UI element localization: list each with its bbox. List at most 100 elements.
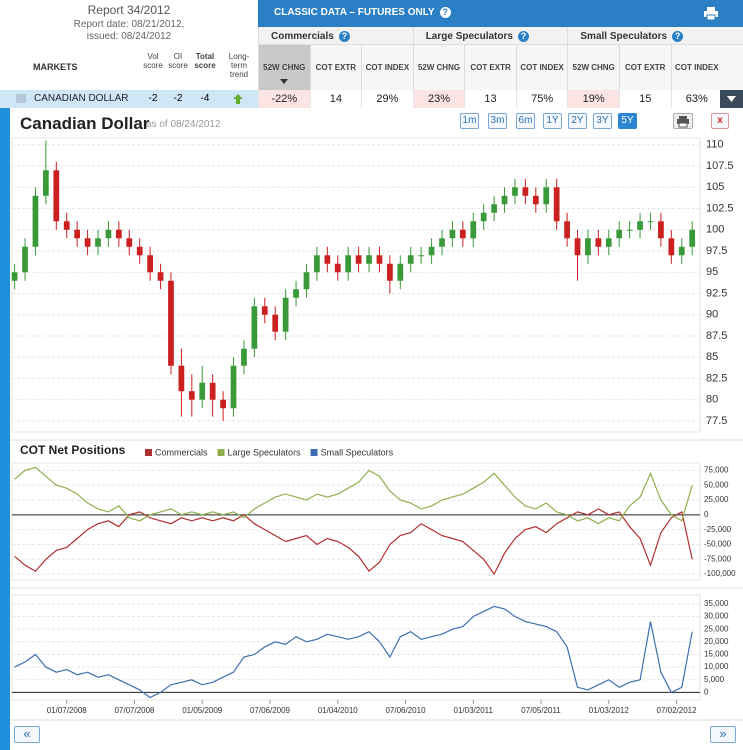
candle-body	[355, 255, 362, 264]
candle-body	[178, 365, 185, 392]
range-button[interactable]: 6m	[516, 113, 535, 129]
y-tick-label: 50,000	[704, 480, 729, 489]
sort-arrow	[279, 79, 288, 84]
help-icon[interactable]: ?	[517, 31, 529, 42]
candle-body	[11, 272, 18, 281]
as-of: as of 08/24/2012	[146, 119, 221, 130]
value-cell: 13	[464, 90, 516, 108]
candle-body	[543, 187, 550, 205]
value-cell: 14	[309, 90, 362, 108]
side-strip	[0, 108, 10, 750]
candle-body	[564, 221, 570, 239]
group-label: Large Speculators	[425, 31, 513, 42]
y-tick-label: 77.5	[706, 415, 727, 427]
print-icon[interactable]	[704, 7, 718, 20]
y-tick-label: 20,000	[704, 637, 729, 646]
candle-body	[199, 382, 206, 400]
range-button[interactable]: 3Y	[593, 113, 612, 129]
print-button[interactable]	[673, 113, 693, 129]
y-tick-label: 15,000	[704, 650, 729, 659]
vol-header: Vol score	[143, 52, 163, 70]
candle-body	[689, 229, 696, 247]
y-tick-label: 85	[706, 351, 718, 363]
y-tick-label: 97.5	[706, 245, 727, 257]
candle-body	[251, 306, 258, 349]
close-button[interactable]: x	[711, 113, 729, 129]
candle-body	[261, 306, 268, 315]
candle-body	[115, 229, 122, 239]
candle-body	[439, 238, 445, 247]
column-header: COT EXTR	[618, 45, 671, 90]
candle-body	[84, 238, 91, 247]
range-button[interactable]: 3m	[488, 113, 507, 129]
x-tick-label: 01/05/2009	[182, 706, 223, 715]
column-header: COT EXTR	[464, 45, 516, 90]
column-header: 52W CHNG	[412, 45, 465, 90]
column-header: COT INDEX	[361, 45, 413, 90]
total-score: -4	[200, 93, 210, 104]
candle-body	[95, 238, 101, 247]
candle-body	[668, 238, 675, 256]
y-tick-label: -100,000	[704, 569, 736, 578]
group-header: Large Speculators?	[412, 27, 568, 45]
candle-body	[272, 314, 279, 332]
candle-body	[501, 195, 508, 205]
candle-body	[491, 204, 497, 213]
candle-body	[678, 246, 685, 256]
help-icon[interactable]: ?	[338, 31, 350, 42]
market-row: CANADIAN DOLLAR -2 -2 -4	[0, 90, 258, 108]
candle-body	[605, 238, 612, 247]
candle-body	[147, 255, 153, 273]
x-tick-label: 07/02/2012	[657, 706, 698, 715]
range-button[interactable]: 2Y	[568, 113, 587, 129]
value-cell: 29%	[361, 90, 413, 108]
classic-bar: CLASSIC DATA – FUTURES ONLY?	[258, 0, 743, 27]
legend-label: Large Speculators	[228, 447, 302, 457]
help-icon[interactable]: ?	[672, 31, 684, 42]
candle-body	[220, 399, 226, 409]
candle-body	[43, 170, 49, 196]
group-label: Commercials	[271, 31, 334, 42]
column-header: COT INDEX	[515, 45, 568, 90]
prev-button[interactable]: «	[14, 726, 40, 743]
next-button[interactable]: »	[710, 726, 736, 743]
candle-body	[522, 187, 529, 196]
candle-body	[616, 229, 623, 239]
candle-body	[595, 238, 602, 247]
candle-body	[418, 255, 425, 257]
range-button[interactable]: 5Y	[618, 113, 637, 129]
candle-body	[647, 221, 654, 223]
y-tick-label: 90	[706, 309, 718, 321]
column-header: COT INDEX	[670, 45, 723, 90]
legend-label: Small Speculators	[321, 447, 394, 457]
candle-body	[637, 221, 643, 230]
range-button[interactable]: 1m	[460, 113, 479, 129]
x-tick-label: 01/03/2012	[589, 706, 630, 715]
report-title: Report 34/2012	[87, 3, 171, 17]
series-line	[14, 466, 693, 525]
candle-body	[136, 246, 143, 256]
y-tick-label: 100	[706, 224, 724, 236]
column-header: COT EXTR	[309, 45, 362, 90]
market-name: CANADIAN DOLLAR	[34, 93, 129, 104]
candle-body	[449, 229, 456, 239]
candle-body	[105, 229, 112, 239]
value-cell: 23%	[412, 90, 465, 108]
total-header: Total score	[194, 52, 216, 70]
y-tick-label: 107.5	[706, 160, 734, 172]
y-tick-label: 80	[706, 394, 718, 406]
x-tick-label: 07/05/2011	[521, 706, 561, 715]
scroll-button[interactable]	[720, 90, 743, 108]
report-issued: issued: 08/24/2012	[86, 31, 172, 42]
candle-body	[209, 382, 216, 400]
plot-frame	[11, 462, 701, 581]
y-tick-label: 30,000	[704, 612, 729, 621]
legend-swatch	[145, 449, 152, 456]
range-button[interactable]: 1Y	[543, 113, 562, 129]
y-tick-label: 5,000	[704, 675, 725, 684]
candle-body	[230, 365, 237, 409]
y-tick-label: 10,000	[704, 662, 729, 671]
candle-body	[532, 195, 539, 205]
